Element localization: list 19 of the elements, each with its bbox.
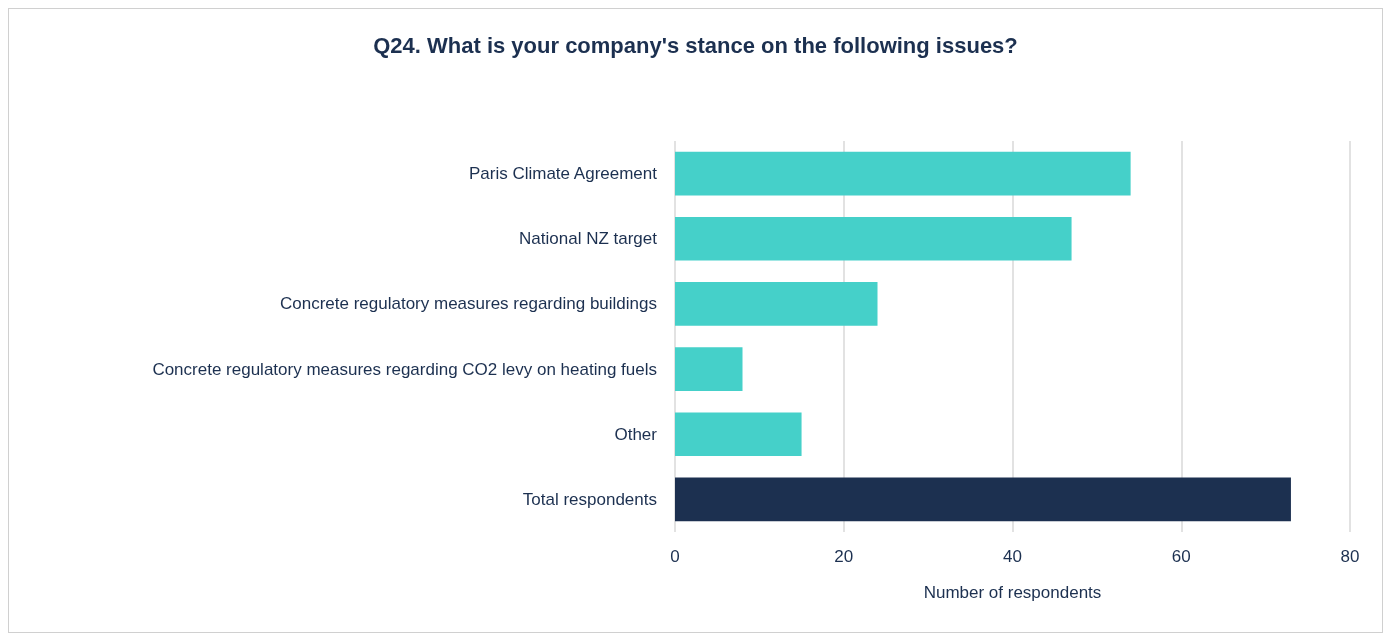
y-tick-label: Total respondents [522,489,657,509]
x-tick-label: 20 [834,547,854,566]
bar [675,477,1291,522]
x-tick-label: 40 [1003,547,1022,566]
chart-title: Q24. What is your company's stance on the following issues? [373,32,1018,58]
y-tick-label: Concrete regulatory measures regarding buildings [279,294,657,314]
y-tick-label: National NZ target [519,229,658,249]
x-tick-label: 60 [1171,547,1191,566]
y-tick-label: Concrete regulatory measures regarding CO2 levy on heating fuels [152,359,657,379]
bar [675,412,802,457]
bar [675,347,743,391]
bar [675,282,878,326]
x-axis-title: Number of respondents [923,583,1102,602]
y-tick-label: Paris Climate Agreement [468,164,658,184]
x-tick-label: 80 [1340,547,1360,566]
bar [675,216,1072,261]
x-tick-label: 0 [670,547,680,566]
bar [675,151,1131,196]
y-tick-label: Other [614,424,658,444]
